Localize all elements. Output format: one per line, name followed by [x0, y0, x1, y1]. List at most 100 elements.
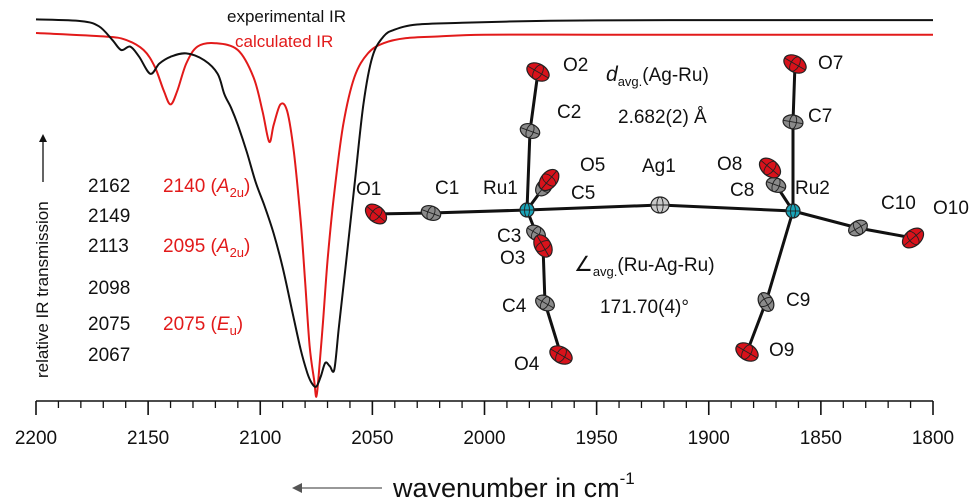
bond-Ru1-C2	[525, 129, 532, 212]
atom-principal-axis	[760, 293, 772, 311]
angle-sub: avg.	[593, 264, 618, 279]
experimental-peak-label: 2162	[88, 176, 130, 197]
atom-octant-line	[789, 56, 801, 72]
x-tick-label: 2200	[15, 428, 57, 449]
angle-value: 171.70(4)°	[600, 297, 689, 318]
atom-label-C3: C3	[497, 226, 521, 247]
x-axis-label-superscript: -1	[620, 469, 635, 488]
atom-octant-line	[790, 203, 796, 219]
atom-octant-line	[535, 240, 551, 252]
bond-Ru2-C10	[791, 209, 860, 230]
x-tick-label: 1950	[575, 428, 617, 449]
y-axis-label: relative IR transmission	[33, 201, 52, 378]
bond-Ru1-Ag1	[525, 203, 662, 212]
atom-label-C9: C9	[786, 290, 810, 311]
atom-octant-line	[852, 221, 864, 235]
angle-annotation: ∠avg.(Ru-Ag-Ru) 171.70(4)°	[574, 253, 715, 318]
atom-label-C5: C5	[571, 183, 595, 204]
atom-C10	[848, 219, 868, 237]
svg-text:davg.(Ag-Ru): davg.(Ag-Ru)	[606, 63, 709, 89]
svg-text:wavenumber in cm-1: wavenumber in cm-1	[392, 469, 635, 502]
atom-Ag1	[650, 196, 670, 214]
legend-experimental: experimental IR	[227, 7, 346, 26]
distance-value: 2.682(2) Å	[618, 107, 707, 128]
atom-principal-axis	[536, 235, 550, 257]
atom-label-Ru2: Ru2	[795, 178, 830, 199]
x-tick-label: 1900	[688, 428, 730, 449]
atom-label-Ru1: Ru1	[483, 178, 518, 199]
x-tick-label: 2050	[351, 428, 393, 449]
atom-C1	[420, 204, 442, 222]
atom-octant-line	[771, 177, 781, 193]
atom-label-O4: O4	[514, 354, 540, 375]
atom-octant-line	[656, 196, 664, 214]
atom-O5	[538, 168, 560, 192]
atom-C9	[757, 292, 775, 312]
atom-principal-axis	[766, 181, 786, 189]
legend: experimental IR calculated IR	[227, 7, 346, 51]
bond-C1-Ru1	[429, 208, 529, 215]
x-axis-label-group: wavenumber in cm-1	[292, 469, 635, 502]
x-tick-label: 1850	[800, 428, 842, 449]
atom-C2	[519, 122, 541, 140]
bond-Ag1-Ru2	[658, 203, 795, 213]
distance-prefix: d	[606, 63, 619, 86]
atom-Ru2	[785, 203, 801, 219]
atom-octant-line	[532, 64, 544, 80]
experimental-peak-label: 2149	[88, 206, 130, 227]
atom-octant-line	[525, 123, 535, 139]
atom-label-C2: C2	[557, 102, 581, 123]
atom-octant-line	[524, 202, 530, 218]
atom-label-O1: O1	[356, 179, 381, 200]
angle-text: (Ru-Ag-Ru)	[617, 255, 714, 276]
bond-Ru2-C9	[764, 209, 795, 304]
atom-principal-axis	[366, 205, 386, 223]
atom-label-O9: O9	[769, 340, 794, 361]
atom-O1	[364, 203, 388, 225]
atom-octant-line	[759, 296, 773, 308]
calculated-peak-label: 2095 (A2u)	[163, 236, 250, 260]
experimental-peak-label: 2075	[88, 314, 130, 335]
atom-principal-axis	[736, 345, 758, 359]
atom-C7	[782, 114, 804, 130]
atom-O3	[533, 234, 553, 258]
atom-octant-line	[788, 114, 798, 130]
atom-octant-line	[426, 205, 436, 221]
legend-calculated: calculated IR	[235, 32, 333, 51]
atom-principal-axis	[536, 297, 554, 309]
bond-C7-O7	[791, 62, 797, 124]
calculated-ir-line	[35, 32, 933, 398]
distance-annotation: davg.(Ag-Ru) 2.682(2) Å	[606, 63, 709, 128]
atom-O7	[783, 54, 807, 74]
atom-label-C4: C4	[502, 296, 527, 317]
atom-label-C7: C7	[808, 106, 832, 127]
angle-prefix: ∠	[574, 253, 593, 276]
atom-O4	[549, 345, 573, 365]
atom-principal-axis	[421, 209, 441, 217]
atom-octant-line	[555, 347, 567, 363]
experimental-peak-label: 2113	[88, 236, 129, 257]
atom-octant-line	[741, 344, 753, 360]
atom-principal-axis	[540, 170, 558, 190]
atom-label-C8: C8	[730, 180, 754, 201]
y-axis-arrow-head	[39, 134, 47, 142]
svg-text:∠avg.(Ru-Ag-Ru): ∠avg.(Ru-Ag-Ru)	[574, 253, 715, 279]
peak-annotations: 2162 2149 2113 2098 2075 2067 2140 (A2u) 2095 (…	[88, 176, 250, 366]
atom-octant-line	[539, 296, 551, 310]
atom-octant-line	[369, 206, 383, 222]
bond-C2-O2	[528, 70, 540, 133]
atom-C4	[535, 294, 555, 312]
atom-principal-axis	[550, 348, 572, 362]
atom-O8	[758, 157, 782, 179]
atom-octant-line	[763, 160, 777, 176]
atom-O2	[526, 62, 550, 82]
atom-label-O5: O5	[580, 155, 605, 176]
bond-C9-O9	[745, 300, 768, 354]
atom-label-O7: O7	[818, 53, 843, 74]
experimental-peak-label: 2067	[88, 345, 130, 366]
x-axis-label: wavenumber in cm	[392, 473, 620, 502]
atom-O10	[901, 227, 925, 249]
x-axis: 2200 2150 2100 2050 2000 1950 1900 1850 1800	[15, 400, 954, 449]
